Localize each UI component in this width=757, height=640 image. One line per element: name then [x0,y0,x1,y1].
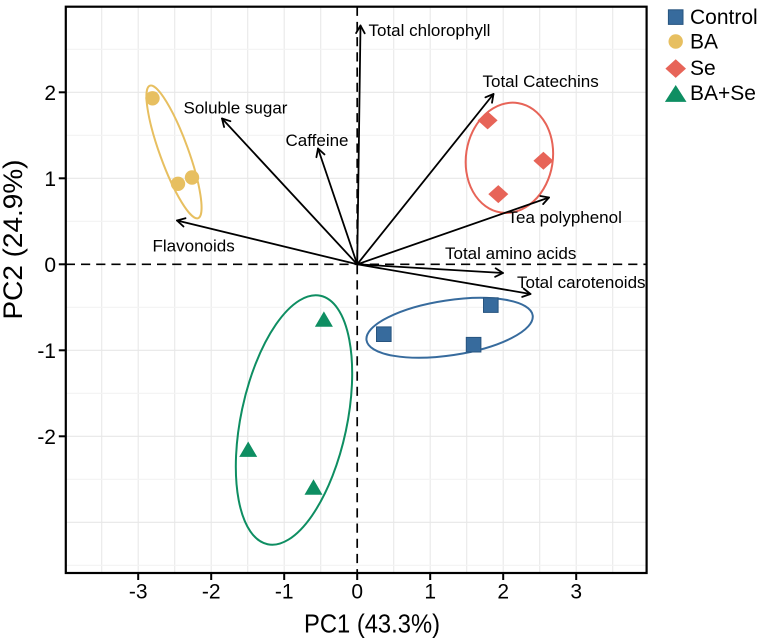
svg-text:1: 1 [44,168,56,191]
svg-text:Total carotenoids: Total carotenoids [517,273,646,292]
svg-text:Total amino acids: Total amino acids [445,244,576,263]
svg-text:Caffeine: Caffeine [286,131,349,150]
svg-text:Control: Control [690,6,757,29]
svg-text:Flavonoids: Flavonoids [153,237,235,256]
svg-text:PC1 (43.3%): PC1 (43.3%) [304,609,440,639]
svg-text:BA+Se: BA+Se [690,82,756,105]
svg-text:-1: -1 [37,340,56,363]
svg-text:-2: -2 [202,581,221,604]
svg-text:3: 3 [570,581,582,604]
svg-text:0: 0 [351,581,363,604]
svg-text:Se: Se [690,57,716,80]
svg-text:1: 1 [424,581,436,604]
svg-text:Total chlorophyll: Total chlorophyll [369,21,491,40]
svg-text:0: 0 [44,254,56,277]
svg-text:PC2 (24.9%): PC2 (24.9%) [0,160,28,320]
svg-text:Tea polyphenol: Tea polyphenol [508,208,622,227]
svg-text:-3: -3 [129,581,148,604]
svg-text:Soluble sugar: Soluble sugar [184,99,288,118]
svg-text:2: 2 [497,581,509,604]
svg-text:-2: -2 [37,426,56,449]
svg-text:Total Catechins: Total Catechins [483,72,599,91]
svg-text:BA: BA [690,30,718,53]
svg-text:-1: -1 [275,581,294,604]
svg-text:2: 2 [44,82,56,105]
